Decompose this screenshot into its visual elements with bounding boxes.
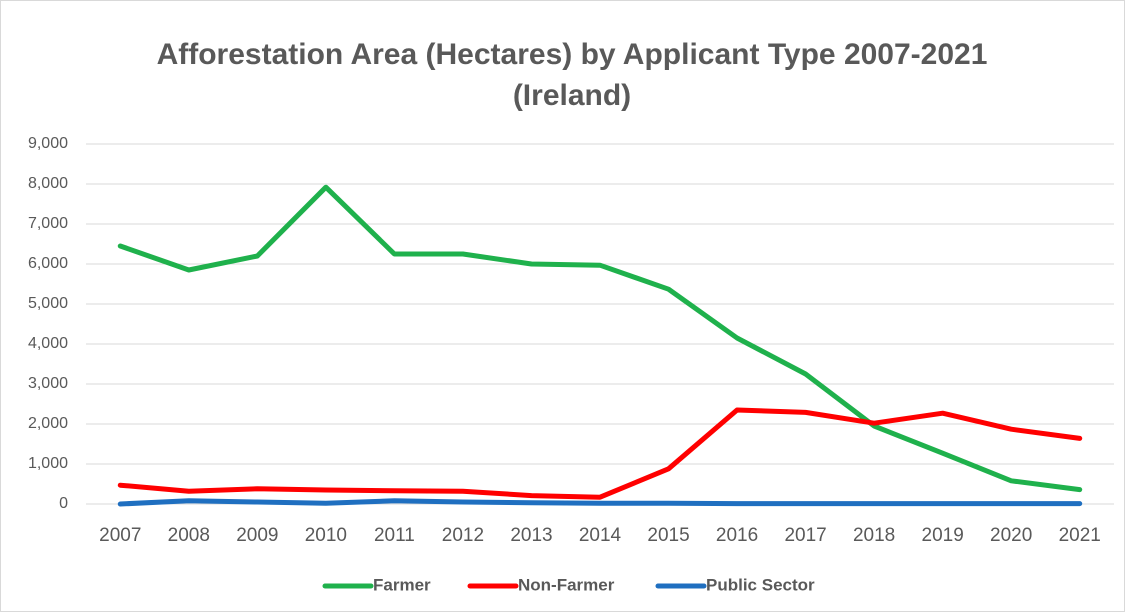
x-tick-label: 2012 [442,525,484,546]
x-tick-label: 2011 [374,525,415,546]
chart-title: Afforestation Area (Hectares) by Applica… [157,38,988,71]
x-tick-label: 2021 [1059,525,1101,546]
x-tick-label: 2019 [922,525,964,546]
series-line [117,184,1083,493]
x-tick-label: 2007 [99,525,141,546]
legend-label: Farmer [373,575,431,594]
y-tick-label: 1,000 [28,455,68,472]
y-tick-label: 6,000 [28,255,68,272]
x-tick-label: 2020 [990,525,1032,546]
x-tick-label: 2014 [579,525,622,546]
legend-label: Public Sector [706,575,815,594]
series-line [117,407,1083,500]
y-tick-label: 7,000 [28,215,68,232]
x-tick-label: 2018 [853,525,895,546]
series-line [117,498,1083,507]
x-tick-label: 2013 [510,525,552,546]
y-tick-label: 8,000 [28,175,68,192]
x-tick-label: 2015 [647,525,689,546]
chart-title: (Ireland) [513,79,631,112]
legend-label: Non-Farmer [518,575,615,594]
x-tick-label: 2010 [305,525,347,546]
x-tick-label: 2008 [168,525,210,546]
y-tick-label: 0 [59,495,68,512]
y-tick-label: 9,000 [28,135,68,152]
y-tick-label: 4,000 [28,335,68,352]
y-tick-label: 2,000 [28,415,68,432]
x-tick-label: 2009 [236,525,278,546]
x-tick-label: 2017 [784,525,826,546]
y-tick-label: 5,000 [28,295,68,312]
y-tick-label: 3,000 [28,375,68,392]
x-tick-label: 2016 [716,525,758,546]
